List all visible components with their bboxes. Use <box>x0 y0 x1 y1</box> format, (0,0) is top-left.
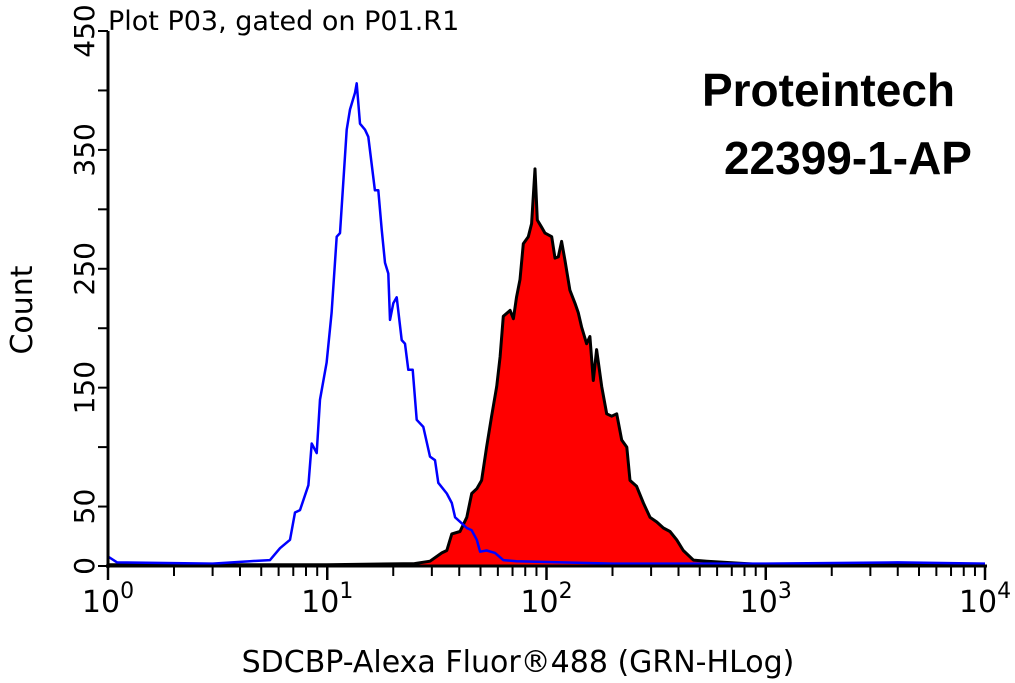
x-tick-base: 10 <box>740 585 778 620</box>
y-tick-label: 350 <box>68 123 101 176</box>
x-tick-base: 10 <box>520 585 558 620</box>
x-tick-label: 103 <box>740 579 792 620</box>
x-tick-exponent: 2 <box>559 579 573 604</box>
y-axis-label: Count <box>5 265 40 354</box>
y-tick-label: 250 <box>68 242 101 295</box>
chart-title: Plot P03, gated on P01.R1 <box>108 6 459 37</box>
y-tick-label: 150 <box>68 361 101 414</box>
sample-histogram-fill <box>108 168 985 566</box>
x-tick-exponent: 1 <box>339 579 353 604</box>
x-tick-label: 101 <box>301 579 353 620</box>
catalog-annotation: 22399-1-AP <box>724 132 972 184</box>
x-tick-base: 10 <box>959 585 997 620</box>
x-axis-label: SDCBP-Alexa Fluor®488 (GRN-HLog) <box>242 645 795 680</box>
brand-annotation: Proteintech <box>702 64 955 116</box>
x-tick-label: 100 <box>82 579 134 620</box>
x-tick-exponent: 3 <box>778 579 792 604</box>
x-tick-exponent: 0 <box>120 579 134 604</box>
y-tick-label: 50 <box>68 489 101 525</box>
y-tick-label: 450 <box>68 4 101 57</box>
x-tick-base: 10 <box>301 585 339 620</box>
x-tick-base: 10 <box>82 585 120 620</box>
y-tick-label: 0 <box>68 557 101 575</box>
control-histogram-line <box>107 82 986 565</box>
sample-histogram-outline <box>108 167 985 567</box>
x-tick-label: 104 <box>959 579 1011 620</box>
x-tick-exponent: 4 <box>997 579 1011 604</box>
x-tick-label: 102 <box>520 579 572 620</box>
